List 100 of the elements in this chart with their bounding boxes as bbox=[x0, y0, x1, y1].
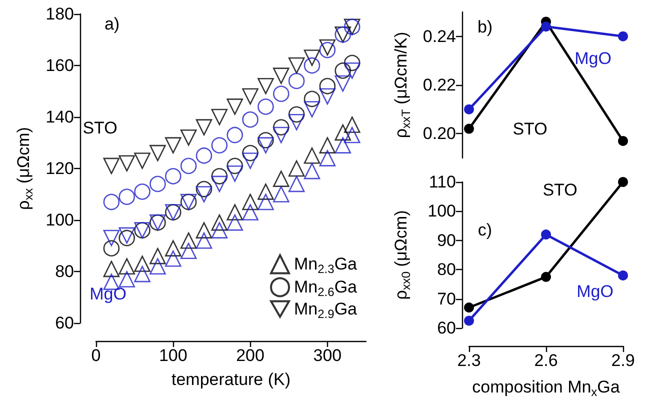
point bbox=[134, 152, 150, 169]
x-tick-label: 2.3 bbox=[457, 351, 481, 370]
point bbox=[258, 132, 274, 148]
point bbox=[319, 78, 336, 94]
y-tick-label: 0.20 bbox=[422, 124, 456, 144]
point bbox=[242, 204, 258, 220]
point bbox=[304, 50, 320, 66]
annotation: b) bbox=[477, 18, 493, 36]
point bbox=[288, 72, 305, 90]
annotation: STO bbox=[82, 118, 118, 138]
point bbox=[118, 271, 136, 288]
point bbox=[344, 116, 360, 133]
point bbox=[118, 188, 136, 205]
point bbox=[242, 88, 258, 105]
point bbox=[180, 158, 197, 174]
x-axis-title: temperature (K) bbox=[171, 370, 291, 389]
point bbox=[344, 126, 360, 144]
point bbox=[464, 316, 474, 326]
point bbox=[304, 162, 320, 180]
point bbox=[541, 230, 551, 240]
x-tick-label: 100 bbox=[158, 346, 188, 365]
point bbox=[150, 248, 166, 264]
y-axis-title: ρxx (μΩcm) bbox=[14, 127, 36, 210]
y-tick-label: 0.24 bbox=[422, 26, 456, 46]
point bbox=[196, 232, 212, 249]
y-tick-label: 80 bbox=[437, 260, 456, 280]
point bbox=[103, 230, 120, 246]
y-tick-label: 180 bbox=[46, 4, 74, 24]
point bbox=[150, 176, 166, 192]
point bbox=[464, 302, 474, 313]
y-tick-label: 110 bbox=[428, 172, 456, 192]
point bbox=[258, 78, 274, 94]
point bbox=[180, 129, 197, 146]
point bbox=[211, 222, 228, 238]
series-label: STO bbox=[512, 119, 548, 138]
point bbox=[304, 90, 320, 108]
point bbox=[211, 176, 228, 192]
point bbox=[118, 258, 136, 274]
y-tick-label: 60 bbox=[437, 318, 456, 338]
point bbox=[226, 98, 244, 115]
point bbox=[242, 194, 258, 210]
point bbox=[226, 158, 244, 174]
point bbox=[164, 240, 182, 256]
point bbox=[180, 242, 197, 260]
point bbox=[273, 119, 290, 136]
point bbox=[334, 124, 352, 141]
point bbox=[258, 137, 274, 154]
point bbox=[103, 158, 120, 174]
point bbox=[258, 98, 274, 115]
point bbox=[272, 126, 290, 144]
y-tick-label: 100 bbox=[46, 210, 74, 230]
y-tick-label: 60 bbox=[55, 314, 74, 332]
point bbox=[211, 137, 228, 154]
point bbox=[618, 136, 628, 146]
series-label: MgO bbox=[576, 282, 614, 301]
y-tick-label: 100 bbox=[428, 202, 456, 221]
point bbox=[541, 22, 551, 32]
point bbox=[164, 137, 182, 154]
point bbox=[211, 168, 228, 184]
y-tick-label: 160 bbox=[46, 56, 74, 75]
point bbox=[334, 137, 352, 154]
point bbox=[344, 62, 360, 79]
point bbox=[288, 57, 305, 74]
point bbox=[319, 137, 336, 154]
y-tick-label: 120 bbox=[46, 159, 74, 178]
point bbox=[272, 68, 290, 84]
point bbox=[304, 57, 320, 74]
point bbox=[180, 232, 197, 249]
annotation: MgO bbox=[90, 284, 126, 304]
point bbox=[304, 101, 320, 118]
annotation: a) bbox=[104, 14, 120, 34]
point bbox=[319, 88, 336, 105]
point bbox=[226, 126, 244, 144]
y-tick-label: 90 bbox=[437, 230, 456, 250]
point bbox=[288, 160, 305, 177]
point bbox=[134, 184, 150, 200]
point bbox=[103, 240, 120, 256]
point bbox=[272, 170, 290, 187]
y-axis-title: ρxx0 (μΩcm) bbox=[392, 210, 413, 300]
point bbox=[211, 108, 228, 126]
point bbox=[618, 31, 628, 42]
point bbox=[196, 180, 212, 198]
point bbox=[196, 119, 212, 136]
point bbox=[344, 54, 360, 72]
series-label: MgO bbox=[574, 48, 612, 68]
point bbox=[211, 214, 228, 231]
point bbox=[165, 168, 182, 184]
point bbox=[273, 86, 290, 102]
x-tick-label: 200 bbox=[236, 346, 264, 365]
point bbox=[103, 194, 120, 210]
point bbox=[464, 124, 474, 134]
point bbox=[242, 144, 258, 162]
point bbox=[334, 62, 352, 79]
y-tick-label: 80 bbox=[55, 262, 74, 281]
point bbox=[272, 186, 290, 202]
point bbox=[334, 75, 352, 92]
point bbox=[618, 270, 628, 280]
point bbox=[464, 104, 474, 114]
point bbox=[226, 166, 244, 182]
x-tick-label: 0 bbox=[91, 346, 101, 365]
